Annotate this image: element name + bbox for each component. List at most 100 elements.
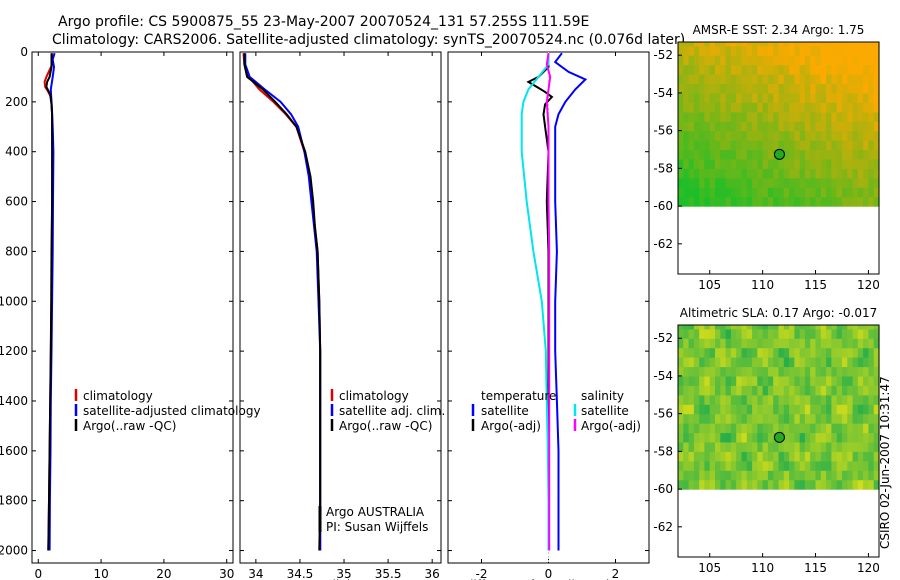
map-cell <box>804 413 811 424</box>
map-cell <box>730 121 737 132</box>
map-cell <box>678 92 684 103</box>
map-cell <box>799 140 806 151</box>
map-cell <box>789 45 795 56</box>
map-cell <box>741 460 748 471</box>
map-cell <box>868 385 875 396</box>
map-cell <box>868 64 875 75</box>
map-cell <box>688 168 695 179</box>
map-cell <box>688 460 695 471</box>
map-cell <box>699 196 706 207</box>
map-cell <box>704 149 711 160</box>
map-cell <box>815 328 822 339</box>
map-cell <box>699 479 706 490</box>
map-cell <box>804 102 811 113</box>
map-cell <box>783 140 790 151</box>
map-cell <box>826 328 832 339</box>
map-cell <box>757 451 764 462</box>
map-cell <box>836 432 843 443</box>
map-cell <box>857 385 864 396</box>
map-cell <box>863 413 869 424</box>
series-line-climatology <box>242 53 322 551</box>
map-cell <box>752 83 758 94</box>
map-cell <box>683 325 690 330</box>
map-cell <box>857 111 864 122</box>
map-cell <box>715 328 721 339</box>
series-line-temperature-satellite <box>553 52 588 551</box>
map-cell <box>810 328 817 339</box>
map-cell <box>836 83 843 94</box>
map-cell <box>704 121 711 132</box>
map-cell <box>741 42 748 47</box>
map-cell <box>683 140 690 151</box>
map-cell <box>752 111 758 122</box>
map-cell <box>863 140 869 151</box>
map-cell <box>863 357 869 368</box>
map-cell <box>699 394 706 405</box>
map-cell <box>820 83 827 94</box>
map-cell <box>873 158 880 169</box>
map-cell <box>847 83 854 94</box>
map-cell <box>820 158 827 169</box>
map-cell <box>852 328 859 339</box>
map-cell <box>709 404 716 415</box>
map-cell <box>741 375 748 386</box>
map-cell <box>810 83 817 94</box>
map-cell <box>857 121 864 132</box>
map-cell <box>715 130 721 141</box>
map-cell <box>820 45 827 56</box>
map-cell <box>736 347 743 358</box>
map-cell <box>831 328 838 339</box>
map-cell <box>831 338 838 349</box>
map-cell <box>762 55 769 66</box>
map-cell <box>842 92 848 103</box>
map-cell <box>815 83 822 94</box>
map-cell <box>720 196 727 207</box>
map-cell <box>863 451 869 462</box>
map-cell <box>815 413 822 424</box>
map-cell <box>831 441 838 452</box>
map-cell <box>778 423 785 434</box>
map-cell <box>767 423 774 434</box>
map-cell <box>704 158 711 169</box>
map-cell <box>831 470 838 481</box>
x-tick-label: 20 <box>156 567 171 580</box>
map-cell <box>810 42 817 47</box>
map-cell <box>873 64 880 75</box>
map-cell <box>736 187 743 198</box>
map-cell <box>736 423 743 434</box>
map-cell <box>815 111 822 122</box>
y-tick-label: -54 <box>653 86 673 100</box>
map-cell <box>831 404 838 415</box>
map-cell <box>783 347 790 358</box>
map-cell <box>678 111 684 122</box>
map-cell <box>868 441 875 452</box>
map-cell <box>757 441 764 452</box>
map-cell <box>752 394 758 405</box>
map-cell <box>683 102 690 113</box>
map-cell <box>826 42 832 47</box>
map-cell <box>762 366 769 377</box>
map-cell <box>736 394 743 405</box>
map-cell <box>857 451 864 462</box>
map-cell <box>842 366 848 377</box>
y-tick-label: -60 <box>653 199 673 213</box>
map-cell <box>857 149 864 160</box>
map-cell <box>857 328 864 339</box>
map-cell <box>810 375 817 386</box>
map-cell <box>720 121 727 132</box>
map-cell <box>725 111 732 122</box>
map-cell <box>725 451 732 462</box>
map-cell <box>730 149 737 160</box>
map-cell <box>709 432 716 443</box>
map-cell <box>799 149 806 160</box>
map-cell <box>868 328 875 339</box>
map-cell <box>799 479 806 490</box>
map-cell <box>730 45 737 56</box>
map-cell <box>715 470 721 481</box>
map-cell <box>863 479 869 490</box>
map-cell <box>709 177 716 188</box>
map-cell <box>773 140 780 151</box>
map-cell <box>746 357 753 368</box>
map-cell <box>842 102 848 113</box>
map-cell <box>746 92 753 103</box>
